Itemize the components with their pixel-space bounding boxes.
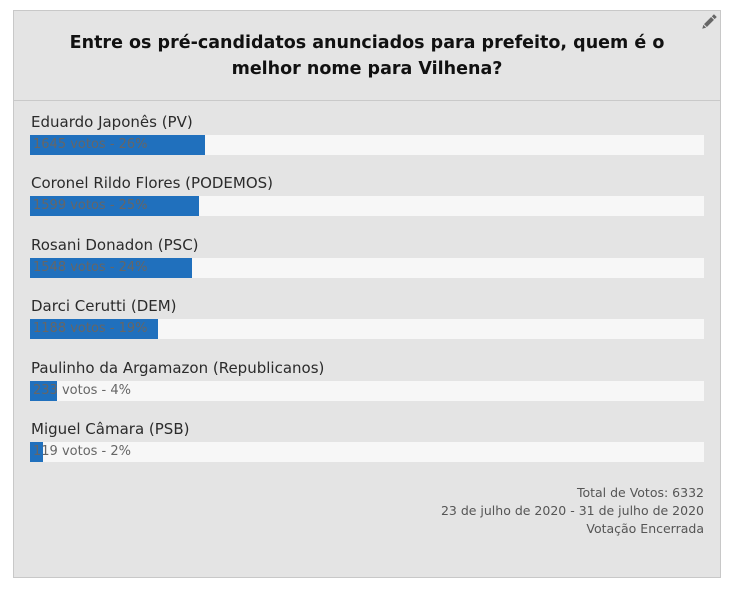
option-label: Eduardo Japonês (PV) (31, 113, 193, 131)
option-label: Darci Cerutti (DEM) (31, 297, 177, 316)
poll-option-3: Rosani Donadon (PSC) 1548 votos - 24% (30, 236, 704, 296)
poll-option-5: Paulinho da Argamazon (Republicanos) 233… (30, 359, 704, 419)
result-bar-track: 119 votos - 2% (30, 441, 704, 462)
result-bar-fill (30, 380, 57, 401)
result-bar-track: 1548 votos - 24% (30, 257, 704, 278)
pencil-icon[interactable] (699, 12, 719, 32)
result-text: 1548 votos - 24% (33, 259, 148, 275)
result-text: 1599 votos - 25% (33, 198, 148, 214)
poll-footer: Total de Votos: 6332 23 de julho de 2020… (441, 484, 704, 538)
option-label: Miguel Câmara (PSB) (31, 419, 190, 438)
result-bar-fill (30, 441, 44, 462)
option-label: Paulinho da Argamazon (Republicanos) (31, 358, 325, 377)
voting-status: Votação Encerrada (586, 521, 704, 536)
poll-option-2: Coronel Rildo Flores (PODEMOS) 1599 voto… (30, 174, 704, 234)
result-bar-fill (30, 257, 192, 278)
total-votes: Total de Votos: 6332 (576, 485, 704, 500)
result-bar-fill (30, 319, 159, 340)
poll-header: Entre os pré-candidatos anunciados para … (14, 11, 720, 101)
result-text: 119 votos - 2% (33, 443, 131, 459)
result-bar-fill (30, 135, 206, 155)
poll-option-6: Miguel Câmara (PSB) 119 votos - 2% (30, 420, 704, 480)
option-label: Coronel Rildo Flores (PODEMOS) (31, 174, 274, 193)
result-bar-fill (30, 196, 199, 217)
option-label: Rosani Donadon (PSC) (31, 235, 199, 254)
result-text: 1645 votos - 26% (33, 137, 148, 152)
result-text: 233 votos - 4% (33, 382, 131, 398)
result-bar-track: 1188 votos - 19% (30, 319, 704, 340)
voting-period: 23 de julho de 2020 - 31 de julho de 202… (440, 503, 704, 518)
poll-options: Eduardo Japonês (PV) 1645 votos - 26% Co… (14, 101, 720, 480)
poll-widget: Entre os pré-candidatos anunciados para … (13, 10, 721, 578)
result-bar-track: 1599 votos - 25% (30, 196, 704, 217)
poll-option-1: Eduardo Japonês (PV) 1645 votos - 26% (30, 113, 704, 173)
result-text: 1188 votos - 19% (33, 321, 148, 337)
result-bar-track: 233 votos - 4% (30, 380, 704, 401)
result-bar-track: 1645 votos - 26% (30, 135, 704, 155)
poll-question: Entre os pré-candidatos anunciados para … (69, 32, 665, 79)
poll-option-4: Darci Cerutti (DEM) 1188 votos - 19% (30, 297, 704, 357)
